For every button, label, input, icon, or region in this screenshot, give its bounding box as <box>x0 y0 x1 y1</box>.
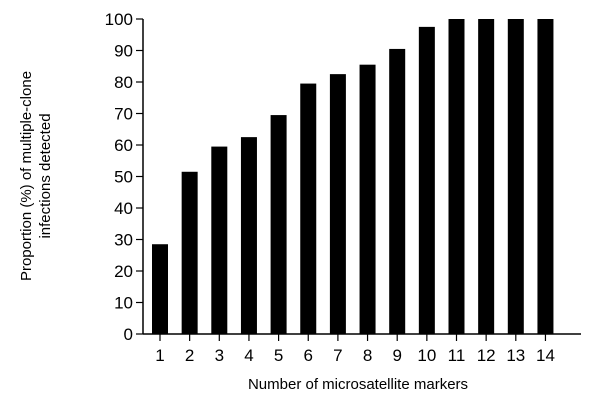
x-tick-label-2: 2 <box>185 346 194 365</box>
x-axis-title: Number of microsatellite markers <box>248 376 468 393</box>
x-tick-label-8: 8 <box>363 346 372 365</box>
y-tick-label-60: 60 <box>114 136 133 155</box>
y-tick-label-80: 80 <box>114 73 133 92</box>
bar-12 <box>478 19 495 334</box>
x-tick-label-4: 4 <box>244 346 253 365</box>
bar-9 <box>389 48 406 335</box>
y-tick-labels: 0 10 20 30 40 50 60 70 80 90 100 <box>105 10 133 344</box>
x-tick-label-11: 11 <box>448 346 466 365</box>
y-tick-label-0: 0 <box>124 325 133 344</box>
x-tick-label-13: 13 <box>506 346 525 365</box>
bar-3 <box>211 146 228 334</box>
y-tick-label-90: 90 <box>114 42 133 61</box>
bar-14 <box>537 19 554 334</box>
bar-1 <box>152 244 168 334</box>
x-tick-label-7: 7 <box>333 346 342 365</box>
x-tick-label-1: 1 <box>155 346 164 365</box>
bar-7 <box>329 74 346 335</box>
y-tick-label-70: 70 <box>114 105 133 124</box>
y-axis-title-line-1: Proportion (%) of multiple-clone <box>18 71 35 281</box>
bar-5 <box>270 115 287 334</box>
x-tick-label-5: 5 <box>274 346 283 365</box>
y-axis-title: Proportion (%) of multiple-clone infecti… <box>18 71 54 281</box>
bar-11 <box>448 19 465 334</box>
x-axis <box>143 333 581 341</box>
bar-10 <box>418 26 435 335</box>
x-tick-label-9: 9 <box>392 346 401 365</box>
bar-8 <box>359 64 376 335</box>
y-tick-label-20: 20 <box>114 262 133 281</box>
bar-6 <box>300 83 317 334</box>
x-tick-label-14: 14 <box>536 346 555 365</box>
bars <box>152 19 554 335</box>
y-tick-label-10: 10 <box>114 294 133 313</box>
x-tick-labels: 1 2 3 4 5 6 7 8 9 10 11 12 13 14 <box>155 346 555 365</box>
bar-13 <box>507 19 524 334</box>
y-tick-label-100: 100 <box>105 10 133 29</box>
y-axis <box>136 18 144 335</box>
bar-2 <box>181 171 198 334</box>
bar-4 <box>240 137 257 335</box>
y-tick-label-50: 50 <box>114 168 133 187</box>
y-axis-title-line-2: infections detected <box>37 113 54 238</box>
x-tick-label-6: 6 <box>304 346 313 365</box>
y-tick-label-30: 30 <box>114 231 133 250</box>
x-tick-label-3: 3 <box>215 346 224 365</box>
x-tick-label-10: 10 <box>417 346 436 365</box>
x-tick-label-12: 12 <box>477 346 496 365</box>
y-tick-label-40: 40 <box>114 199 133 218</box>
